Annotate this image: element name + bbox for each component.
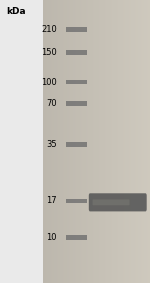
- FancyBboxPatch shape: [66, 142, 87, 147]
- FancyBboxPatch shape: [93, 200, 129, 205]
- Text: 100: 100: [41, 78, 57, 87]
- FancyBboxPatch shape: [66, 80, 87, 84]
- Text: 150: 150: [41, 48, 57, 57]
- Text: 35: 35: [46, 140, 57, 149]
- FancyBboxPatch shape: [89, 193, 147, 211]
- Text: 10: 10: [46, 233, 57, 242]
- FancyBboxPatch shape: [66, 27, 87, 32]
- FancyBboxPatch shape: [66, 199, 87, 203]
- FancyBboxPatch shape: [66, 101, 87, 106]
- FancyBboxPatch shape: [66, 235, 87, 240]
- Text: 210: 210: [41, 25, 57, 34]
- Text: 17: 17: [46, 196, 57, 205]
- Text: kDa: kDa: [6, 7, 26, 16]
- FancyBboxPatch shape: [66, 50, 87, 55]
- Text: 70: 70: [46, 99, 57, 108]
